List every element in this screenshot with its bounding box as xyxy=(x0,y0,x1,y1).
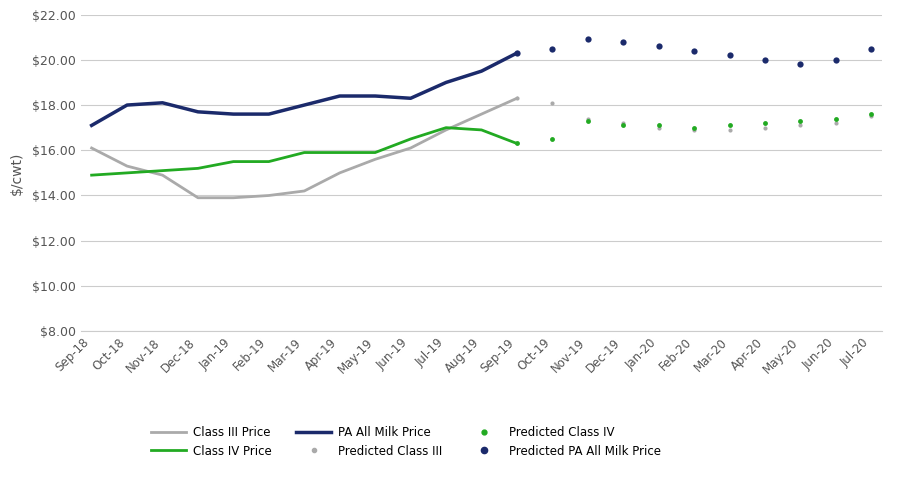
Legend: Class III Price, Class IV Price, PA All Milk Price, Predicted Class III, Predict: Class III Price, Class IV Price, PA All … xyxy=(151,426,661,458)
Y-axis label: $/cwt): $/cwt) xyxy=(10,151,24,195)
